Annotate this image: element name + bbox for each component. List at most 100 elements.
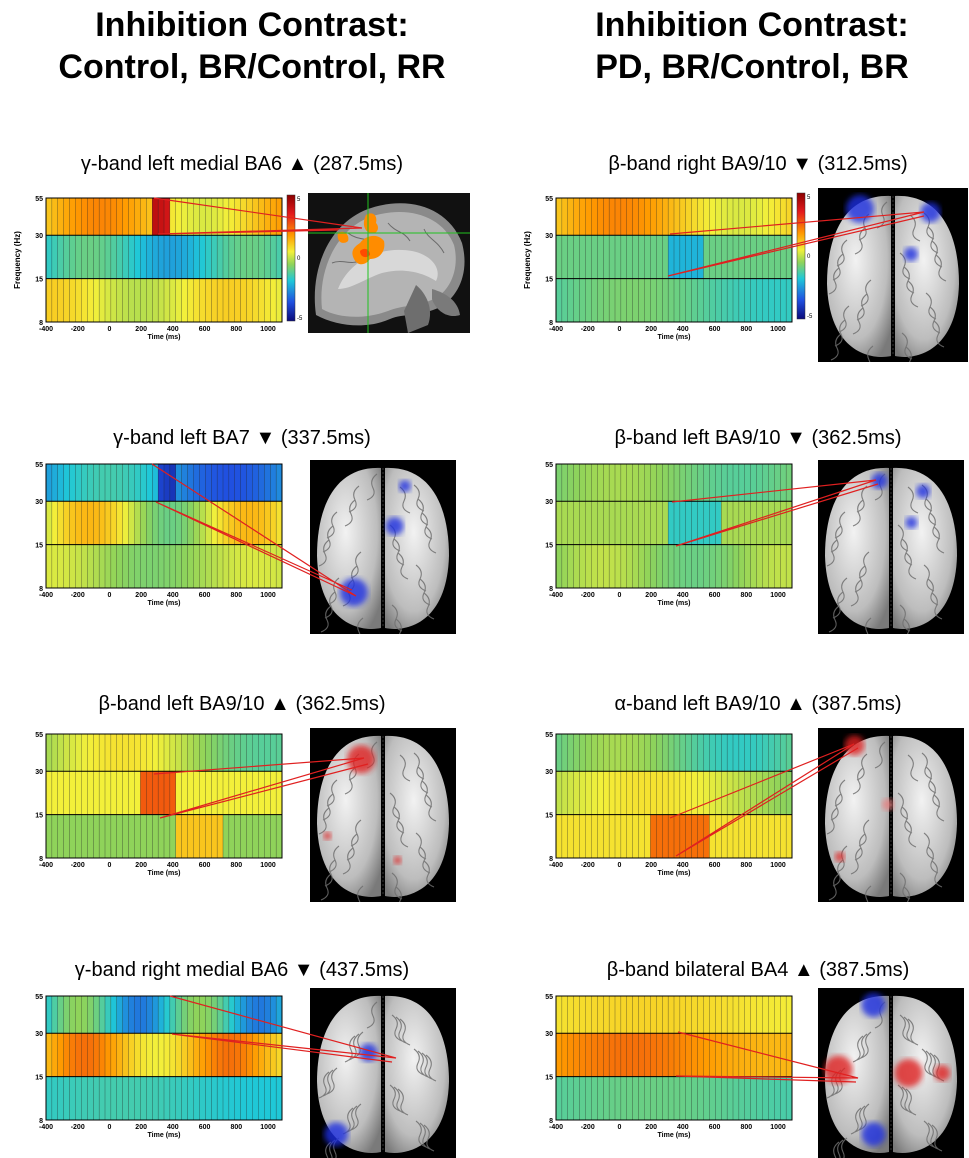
tf-cell <box>69 197 76 236</box>
tf-cell <box>679 771 687 815</box>
tf-cell <box>98 814 106 859</box>
tf-cell <box>762 235 769 279</box>
tf-cell <box>264 771 271 815</box>
tf-cell <box>585 995 592 1034</box>
tf-cell <box>750 995 758 1034</box>
tf-cell <box>216 1076 224 1121</box>
tf-cell <box>98 771 106 815</box>
tf-cell <box>579 278 586 323</box>
tf-cell <box>703 197 710 236</box>
tf-cell <box>656 1033 663 1077</box>
tf-cell <box>163 1033 171 1077</box>
tf-cell <box>116 501 124 545</box>
tf-cell <box>75 235 82 279</box>
tf-cell <box>656 501 663 545</box>
tf-cell <box>715 463 722 502</box>
tf-cell <box>69 733 76 772</box>
tf-cell <box>561 1033 569 1077</box>
tf-cell <box>626 814 634 859</box>
tf-cell <box>691 235 699 279</box>
tf-cell <box>104 733 112 772</box>
tf-cell <box>193 995 200 1034</box>
tf-cell <box>691 197 699 236</box>
tf-cell <box>567 995 575 1034</box>
tf-cell <box>181 544 189 589</box>
column-title-left-line2: Control, BR/Control, RR <box>58 48 446 86</box>
tf-cell <box>567 235 575 279</box>
tf-cell <box>75 278 82 323</box>
tf-cell <box>211 278 218 323</box>
tf-cell <box>270 995 277 1034</box>
tf-cell <box>726 814 734 859</box>
tf-cell <box>721 501 728 545</box>
tf-cell <box>116 1033 124 1077</box>
tf-cell <box>780 995 787 1034</box>
tf-cell <box>626 1033 634 1077</box>
brain-surface-image <box>818 460 964 634</box>
tf-cell <box>732 501 740 545</box>
x-tick-label: 400 <box>677 1124 689 1131</box>
tf-cell <box>246 814 253 859</box>
tf-cell <box>222 1033 230 1077</box>
tf-cell <box>561 814 569 859</box>
y-axis-label: Frequency (Hz) <box>523 231 532 289</box>
tf-cell <box>93 235 100 279</box>
tf-cell <box>585 1076 592 1121</box>
tf-cell <box>567 733 575 772</box>
tf-cell <box>169 501 177 545</box>
y-tick-label: 55 <box>545 196 553 203</box>
tf-cell <box>721 463 728 502</box>
tf-cell <box>685 771 693 815</box>
tf-cell <box>216 814 224 859</box>
tf-cell <box>644 814 651 859</box>
tf-cell <box>715 501 722 545</box>
tf-cell <box>585 544 592 589</box>
tf-cell <box>181 814 189 859</box>
tf-cell <box>597 197 604 236</box>
tf-cell <box>152 197 159 236</box>
tf-cell <box>750 544 758 589</box>
tf-cell <box>169 544 177 589</box>
tf-cell <box>199 463 206 502</box>
tf-cell <box>744 771 752 815</box>
tf-cell <box>762 197 769 236</box>
tf-cell <box>211 995 218 1034</box>
time-frequency-plot: 55 30 15 8-400 -200 0 200 400 600 800 1000 Time (ms… <box>545 994 793 1139</box>
tf-cell <box>75 814 82 859</box>
tf-cell <box>187 463 194 502</box>
tf-cell <box>774 197 781 236</box>
tf-cell <box>116 814 124 859</box>
tf-cell <box>603 1033 610 1077</box>
tf-cell <box>691 544 699 589</box>
tf-cell <box>585 771 592 815</box>
tf-cell <box>87 1033 94 1077</box>
tf-cell <box>116 463 124 502</box>
tf-cell <box>87 733 94 772</box>
tf-cell <box>738 733 746 772</box>
tf-cell <box>157 995 165 1034</box>
tf-cell <box>252 733 259 772</box>
tf-cell <box>685 235 693 279</box>
tf-cell <box>81 278 88 323</box>
tf-cell <box>134 278 141 323</box>
tf-cell <box>774 501 781 545</box>
tf-cell <box>163 501 171 545</box>
x-tick-label: 0 <box>617 592 621 599</box>
tf-cell <box>620 1033 628 1077</box>
tf-cell <box>51 278 59 323</box>
x-tick-label: -200 <box>581 1124 595 1131</box>
tf-cell <box>709 463 716 502</box>
tf-cell <box>638 1076 645 1121</box>
brain-surface-image <box>310 728 456 902</box>
tf-cell <box>738 1076 746 1121</box>
tf-cell <box>632 771 640 815</box>
tf-cell <box>673 463 681 502</box>
tf-cell <box>626 235 634 279</box>
tf-cell <box>768 278 775 323</box>
tf-cell <box>228 771 236 815</box>
x-tick-label: -400 <box>39 326 53 333</box>
tf-cell <box>638 463 645 502</box>
x-axis-label: Time (ms) <box>658 600 691 607</box>
tf-cell <box>63 235 71 279</box>
tf-cell <box>726 501 734 545</box>
